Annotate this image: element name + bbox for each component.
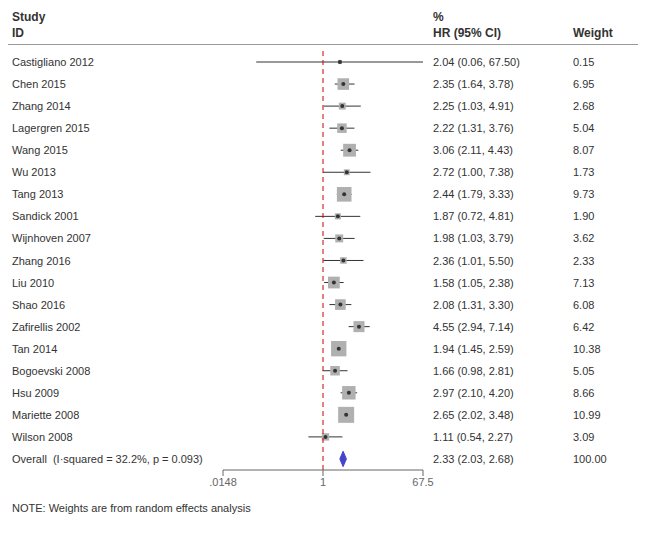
svg-text:100.00: 100.00 bbox=[573, 453, 607, 465]
svg-text:Zhang 2016: Zhang 2016 bbox=[12, 255, 71, 267]
svg-text:2.08 (1.31, 3.30): 2.08 (1.31, 3.30) bbox=[433, 299, 514, 311]
svg-text:Hsu 2009: Hsu 2009 bbox=[12, 387, 59, 399]
svg-text:1.90: 1.90 bbox=[573, 210, 594, 222]
svg-text:5.04: 5.04 bbox=[573, 122, 594, 134]
svg-text:6.42: 6.42 bbox=[573, 321, 594, 333]
svg-text:1.58 (1.05, 2.38): 1.58 (1.05, 2.38) bbox=[433, 277, 514, 289]
svg-text:10.99: 10.99 bbox=[573, 409, 601, 421]
svg-text:Tan 2014: Tan 2014 bbox=[12, 343, 57, 355]
svg-text:Wilson 2008: Wilson 2008 bbox=[12, 431, 73, 443]
svg-text:Chen 2015: Chen 2015 bbox=[12, 78, 66, 90]
svg-text:Wu 2013: Wu 2013 bbox=[12, 166, 56, 178]
svg-text:8.66: 8.66 bbox=[573, 387, 594, 399]
svg-text:7.13: 7.13 bbox=[573, 277, 594, 289]
svg-text:Tang 2013: Tang 2013 bbox=[12, 188, 63, 200]
svg-text:1.94 (1.45, 2.59): 1.94 (1.45, 2.59) bbox=[433, 343, 514, 355]
svg-text:2.35 (1.64, 3.78): 2.35 (1.64, 3.78) bbox=[433, 78, 514, 90]
svg-text:Lagergren 2015: Lagergren 2015 bbox=[12, 122, 90, 134]
svg-text:2.65 (2.02, 3.48): 2.65 (2.02, 3.48) bbox=[433, 409, 514, 421]
svg-text:2.68: 2.68 bbox=[573, 100, 594, 112]
svg-text:Sandick 2001: Sandick 2001 bbox=[12, 210, 79, 222]
svg-text:6.95: 6.95 bbox=[573, 78, 594, 90]
svg-text:1: 1 bbox=[320, 476, 326, 488]
svg-text:1.73: 1.73 bbox=[573, 166, 594, 178]
svg-text:67.5: 67.5 bbox=[412, 476, 433, 488]
svg-text:2.72 (1.00, 7.38): 2.72 (1.00, 7.38) bbox=[433, 166, 514, 178]
svg-text:2.33 (2.03, 2.68): 2.33 (2.03, 2.68) bbox=[433, 453, 514, 465]
svg-text:3.62: 3.62 bbox=[573, 232, 594, 244]
svg-text:5.05: 5.05 bbox=[573, 365, 594, 377]
svg-text:10.38: 10.38 bbox=[573, 343, 601, 355]
svg-text:2.36 (1.01, 5.50): 2.36 (1.01, 5.50) bbox=[433, 255, 514, 267]
html-text:HR (95% CI): HR (95% CI) bbox=[433, 26, 501, 40]
svg-text:Zafirellis 2002: Zafirellis 2002 bbox=[12, 321, 80, 333]
svg-text:Shao 2016: Shao 2016 bbox=[12, 299, 65, 311]
svg-text:1.11 (0.54, 2.27): 1.11 (0.54, 2.27) bbox=[433, 431, 513, 443]
svg-text:0.15: 0.15 bbox=[573, 56, 594, 68]
svg-text:Liu 2010: Liu 2010 bbox=[12, 277, 54, 289]
svg-text:2.33: 2.33 bbox=[573, 255, 594, 267]
html-text:NOTE: Weights are from random: NOTE: Weights are from random effects an… bbox=[12, 502, 251, 514]
svg-text:1.87 (0.72, 4.81): 1.87 (0.72, 4.81) bbox=[433, 210, 514, 222]
html-text:Study: Study bbox=[12, 10, 46, 24]
svg-text:6.08: 6.08 bbox=[573, 299, 594, 311]
svg-text:1.66 (0.98, 2.81): 1.66 (0.98, 2.81) bbox=[433, 365, 514, 377]
svg-text:9.73: 9.73 bbox=[573, 188, 594, 200]
svg-text:4.55 (2.94, 7.14): 4.55 (2.94, 7.14) bbox=[433, 321, 514, 333]
svg-text:8.07: 8.07 bbox=[573, 144, 594, 156]
html-text:ID: ID bbox=[12, 26, 24, 40]
svg-text:.0148: .0148 bbox=[209, 476, 237, 488]
svg-text:3.06 (2.11, 4.43): 3.06 (2.11, 4.43) bbox=[433, 144, 513, 156]
svg-text:2.97 (2.10, 4.20): 2.97 (2.10, 4.20) bbox=[433, 387, 514, 399]
svg-text:2.44 (1.79, 3.33): 2.44 (1.79, 3.33) bbox=[433, 188, 514, 200]
svg-text:Zhang 2014: Zhang 2014 bbox=[12, 100, 71, 112]
html-text:Weight: Weight bbox=[573, 26, 613, 40]
svg-text:Wijnhoven 2007: Wijnhoven 2007 bbox=[12, 232, 91, 244]
svg-text:Mariette 2008: Mariette 2008 bbox=[12, 409, 79, 421]
svg-text:Castigliano 2012: Castigliano 2012 bbox=[12, 56, 94, 68]
svg-text:3.09: 3.09 bbox=[573, 431, 594, 443]
svg-text:Overall (I·squared = 32.2%, p: Overall (I·squared = 32.2%, p = 0.093) bbox=[12, 453, 203, 465]
svg-text:1.98 (1.03, 3.79): 1.98 (1.03, 3.79) bbox=[433, 232, 514, 244]
svg-text:Wang 2015: Wang 2015 bbox=[12, 144, 68, 156]
svg-text:2.25 (1.03, 4.91): 2.25 (1.03, 4.91) bbox=[433, 100, 514, 112]
svg-text:2.22 (1.31, 3.76): 2.22 (1.31, 3.76) bbox=[433, 122, 514, 134]
svg-text:Bogoevski 2008: Bogoevski 2008 bbox=[12, 365, 90, 377]
svg-text:2.04 (0.06, 67.50): 2.04 (0.06, 67.50) bbox=[433, 56, 520, 68]
